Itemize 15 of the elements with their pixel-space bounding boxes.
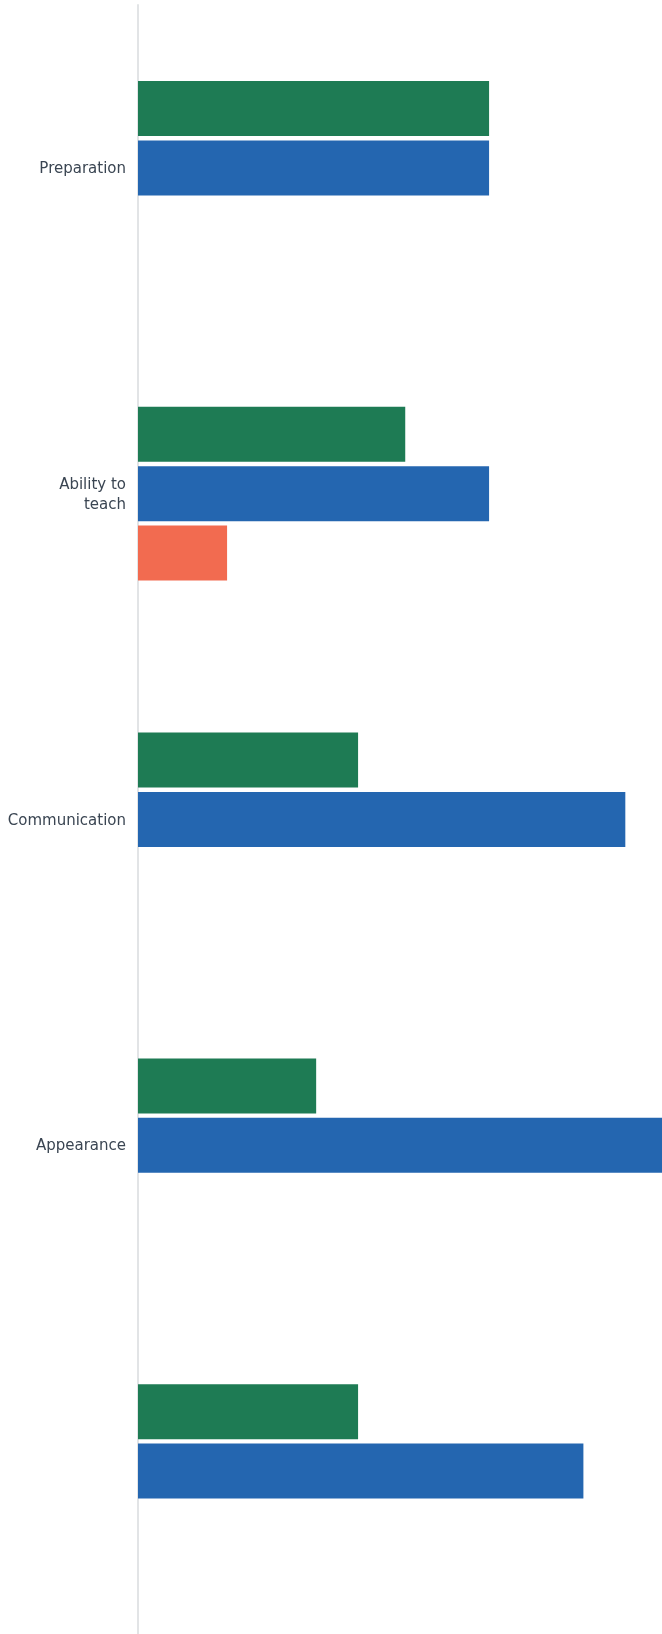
bar [138,406,406,462]
bar [138,1117,662,1173]
bar [138,466,490,522]
bar [138,1443,584,1499]
y-tick-label: Preparation [39,158,126,177]
y-tick-label: Communication [7,810,126,829]
bar [138,81,490,136]
bar [138,525,228,581]
bar [138,792,626,847]
y-tick-label: Ability to teach [59,474,126,513]
bar [138,140,490,196]
bar [138,1058,317,1114]
bar [138,732,359,788]
y-tick-label: Appearance [35,1136,126,1155]
bar [138,1384,359,1440]
